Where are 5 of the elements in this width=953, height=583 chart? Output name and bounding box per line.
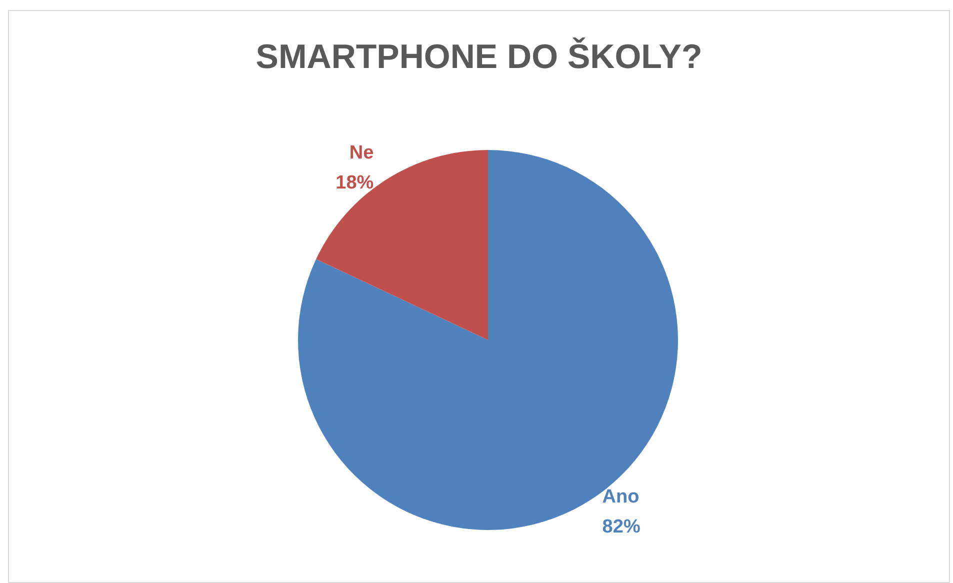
data-label: 82%	[602, 516, 640, 538]
slice-label: Ano	[602, 486, 640, 508]
chart-title: SMARTPHONE DO ŠKOLY?	[256, 37, 702, 76]
data-label: 18%	[336, 172, 374, 194]
slice-label: Ne	[349, 142, 374, 164]
